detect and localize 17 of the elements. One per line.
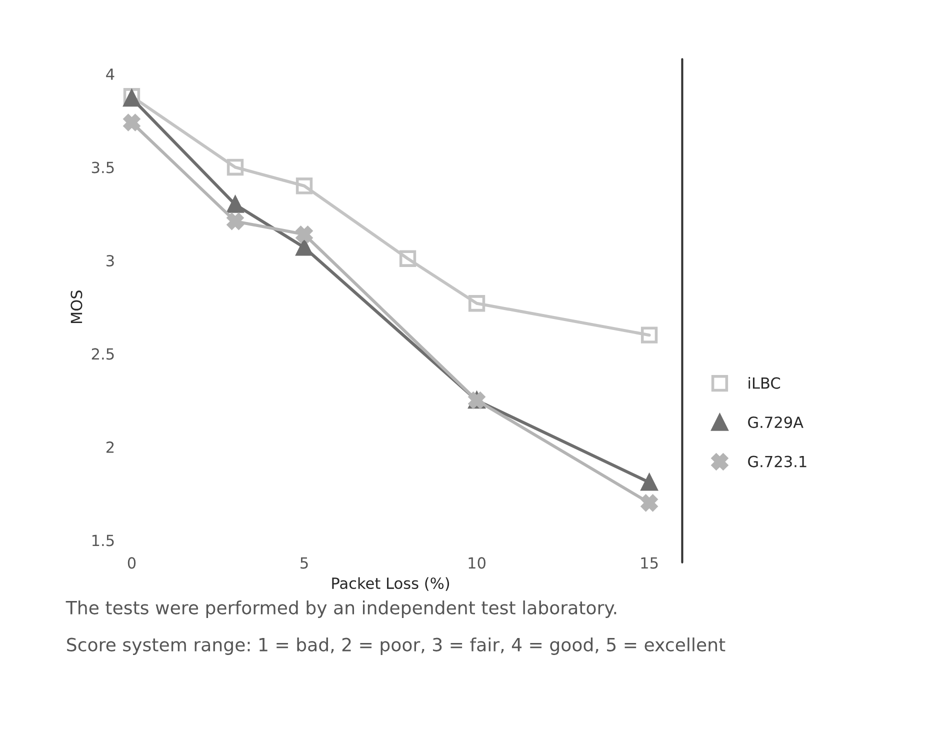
- text: Score system range: 1 = bad, 2 = poor, 3 = fair, 4 = good, 5 = excellent: [67, 637, 726, 655]
- y-tick-label: 1.5: [92, 534, 114, 546]
- legend-label: G.729A: [748, 416, 804, 428]
- y-tick-label: 2: [106, 441, 114, 453]
- y-tick-label: 4: [106, 68, 114, 80]
- y-axis-title: MOS: [70, 290, 82, 324]
- x-tick-label: 0: [128, 557, 136, 569]
- x-tick-label: 15: [641, 557, 658, 569]
- legend-label: iLBC: [748, 377, 780, 389]
- y-tick-label: 3: [106, 254, 114, 266]
- text: The tests were performed by an independent test laboratory.: [66, 600, 616, 618]
- x-tick-label: 5: [300, 557, 308, 569]
- y-tick-label: 3.5: [92, 162, 114, 174]
- y-tick-label: 2.5: [92, 348, 114, 360]
- x-axis-title: Packet Loss (%): [332, 577, 450, 591]
- x-tick-label: 10: [468, 557, 486, 569]
- legend-label: G.723.1: [748, 456, 806, 468]
